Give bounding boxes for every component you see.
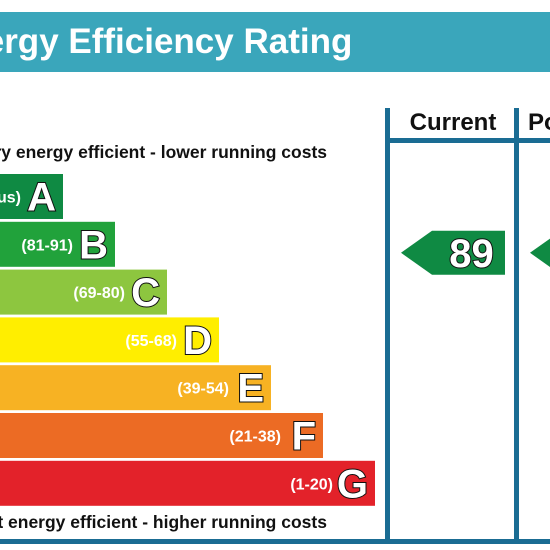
efficient-note: Very energy efficient - lower running co… xyxy=(0,142,328,162)
band-b xyxy=(0,221,115,267)
band-range-d: (55-68) xyxy=(125,333,177,350)
current-column-header: Current xyxy=(409,109,497,136)
band-d xyxy=(0,317,219,363)
frame-header-rule xyxy=(385,138,550,143)
band-range-e: (39-54) xyxy=(177,381,229,398)
band-letter-c: C xyxy=(131,271,160,315)
band-a xyxy=(0,174,63,219)
frame-mid-line xyxy=(514,108,519,544)
frame-bottom-rule xyxy=(0,539,550,544)
potential-column-header: Potential xyxy=(528,109,550,136)
band-letter-g: G xyxy=(337,462,368,506)
band-letter-e: E xyxy=(237,367,264,411)
band-range-f: (21-38) xyxy=(229,429,281,446)
header-bar: Energy Efficiency Rating xyxy=(0,12,550,72)
potential-rating-arrow xyxy=(530,238,550,267)
band-letter-b: B xyxy=(79,223,108,267)
band-f xyxy=(0,413,323,458)
band-c xyxy=(0,269,167,315)
band-range-b: (81-91) xyxy=(21,237,73,254)
band-letter-f: F xyxy=(292,415,316,459)
current-rating-value: 89 xyxy=(449,232,494,276)
band-g xyxy=(0,460,375,506)
current-rating-arrow xyxy=(401,230,505,275)
chart-title: Energy Efficiency Rating xyxy=(0,22,353,61)
band-letter-a: A xyxy=(27,176,56,220)
frame-left-line xyxy=(385,108,390,544)
band-range-a: (92 plus) xyxy=(0,190,21,207)
band-range-c: (69-80) xyxy=(73,285,125,302)
band-letter-d: D xyxy=(183,319,212,363)
band-range-g: (1-20) xyxy=(290,476,333,493)
band-e xyxy=(0,365,271,411)
inefficient-note: Not energy efficient - higher running co… xyxy=(0,512,327,532)
